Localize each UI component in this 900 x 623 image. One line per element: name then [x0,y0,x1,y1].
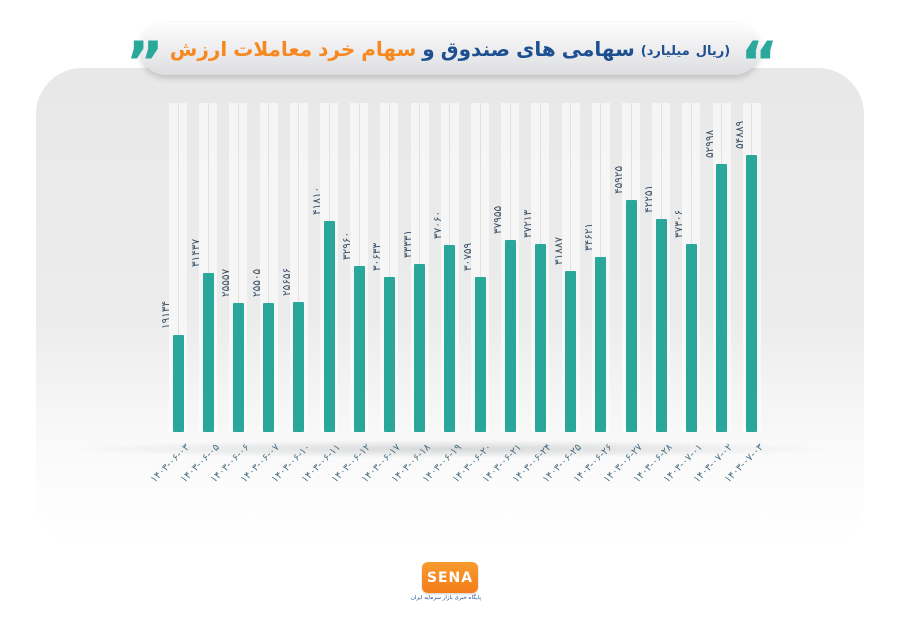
bar [232,303,244,432]
bar [474,277,486,432]
title-word: سهامی [561,37,635,61]
bar-column: ۳۷۲۱۳ ۱۴۰۳-۰۶-۲۴ [511,103,555,485]
sena-logo: SENA پایگاه خبری بازار سرمایه ایران [410,562,481,601]
bar [353,266,365,432]
bar [172,335,184,432]
bar [444,245,456,432]
page-title: ارزش معاملات خرد سهام و صندوق های سهامی (میلیارد… [170,37,730,61]
bar [383,277,395,432]
bar [293,302,305,432]
bar [414,264,426,432]
gridline [479,103,481,432]
gridline [177,103,179,432]
bar-column: ۳۰۶۳۳ ۱۴۰۳-۰۶-۱۷ [360,103,404,485]
bar-value-label: ۳۷۰۶۰ [431,210,444,239]
bar-column: ۲۵۵۵۷ ۱۴۰۳-۰۶-۰۶ [209,103,253,485]
gridline [298,103,300,432]
sena-logo-text: SENA [426,569,474,586]
plot-area: ۱۹۱۳۴ ۱۴۰۳-۰۶-۰۳ ۳۱۴۳۷ ۱۴۰۳-۰۶-۰۵ ۲۵۵۵۷ ۱۴۰۳-… [149,103,767,485]
bar-value-label: ۴۱۸۱۰ [311,186,323,215]
title-word: معاملات [233,37,313,61]
bar-column: ۳۱۴۳۷ ۱۴۰۳-۰۶-۰۵ [179,103,223,485]
bar-column: ۵۴۸۸۹ ۱۴۰۳-۰۷-۰۳ [722,103,767,485]
gridline [237,103,239,432]
bar [323,221,335,432]
title-word: و [422,37,435,61]
baseline-shadow [76,440,824,458]
bar-column: ۳۷۳۰۶ ۱۴۰۳-۰۷-۰۱ [662,103,706,485]
bar [504,240,516,432]
sena-logo-box: SENA [422,562,478,593]
bar-column: ۲۵۶۵۶ ۱۴۰۳-۰۶-۱۰ [269,103,314,485]
bar-value-label: ۱۹۱۳۴ [160,300,172,329]
bar-value-label: ۳۰۶۳۳ [371,242,384,271]
bar [746,155,758,432]
bar-value-label: ۳۱۸۸۷ [552,236,565,265]
gridline [268,103,270,432]
bar-value-label: ۴۵۹۲۵ [613,165,625,194]
bar-value-label: ۳۰۷۵۹ [462,242,474,271]
bar-column: ۳۰۷۵۹ ۱۴۰۳-۰۶-۲۰ [451,103,495,485]
sena-logo-tagline: پایگاه خبری بازار سرمایه ایران [410,595,481,601]
bar [655,219,667,432]
bar-column: ۴۵۹۲۵ ۱۴۰۳-۰۶-۲۷ [602,103,646,485]
bar-column: ۳۷۹۵۵ ۱۴۰۳-۰۶-۲۱ [481,103,525,485]
bar-value-label: ۳۲۹۶۰ [341,231,354,260]
bar [685,244,697,432]
bar-value-label: ۵۲۹۹۸ [703,129,716,158]
bar-value-label: ۲۵۵۰۵ [250,268,263,297]
bar-column: ۳۳۳۳۱ ۱۴۰۳-۰۶-۱۸ [390,103,435,485]
title-word: ارزش [169,37,228,61]
bar-value-label: ۲۵۵۵۷ [220,268,233,297]
bar [263,303,275,432]
bar-column: ۱۹۱۳۴ ۱۴۰۳-۰۶-۰۳ [149,103,193,485]
chart-card: ۱۹۱۳۴ ۱۴۰۳-۰۶-۰۳ ۳۱۴۳۷ ۱۴۰۳-۰۶-۰۵ ۲۵۵۵۷ ۱۴۰۳-… [36,68,864,546]
bar-value-label: ۲۵۶۵۶ [280,267,293,296]
bar-value-label: ۳۱۴۳۷ [190,238,203,267]
bar-column: ۵۲۹۹۸ ۱۴۰۳-۰۷-۰۲ [692,103,737,485]
gridline [207,103,209,432]
bar-value-label: ۳۷۹۵۵ [492,205,505,234]
bar [534,244,546,432]
bar [595,257,607,432]
title-word: (میلیارد [640,44,690,59]
bar [625,200,637,432]
title-word: صندوق [440,37,511,61]
title-word: سهام [361,37,417,61]
bar-value-label: ۴۲۲۵۱ [643,184,656,213]
gridline [570,103,572,432]
bar-column: ۲۵۵۰۵ ۱۴۰۳-۰۶-۰۷ [239,103,284,485]
bar-column: ۳۴۶۲۱ ۱۴۰۳-۰۶-۲۶ [571,103,616,485]
bar-column: ۳۱۸۸۷ ۱۴۰۳-۰۶-۲۵ [541,103,586,485]
bar-value-label: ۳۷۲۱۳ [522,209,535,238]
title-banner: ” ارزش معاملات خرد سهام و صندوق های سهامی (میلیا… [126,23,778,92]
gridline [388,103,390,432]
bar-value-label: ۳۳۳۳۱ [401,229,414,258]
title-word: های [516,37,556,61]
bar-column: ۳۷۰۶۰ ۱۴۰۳-۰۶-۱۹ [420,103,465,485]
title-word: ریال) [695,44,731,59]
bar-column: ۴۱۸۱۰ ۱۴۰۳-۰۶-۱۱ [300,103,344,485]
bar-column: ۴۲۲۵۱ ۱۴۰۳-۰۶-۲۸ [632,103,676,485]
bar-value-label: ۳۴۶۲۱ [582,222,595,251]
bar-value-label: ۳۷۳۰۶ [673,209,686,238]
bar-column: ۳۲۹۶۰ ۱۴۰۳-۰۶-۱۲ [330,103,374,485]
bar [716,164,728,432]
bar [202,273,214,432]
title-word: خرد [318,37,356,61]
bar-value-label: ۵۴۸۸۹ [733,120,746,149]
bar [565,271,577,432]
